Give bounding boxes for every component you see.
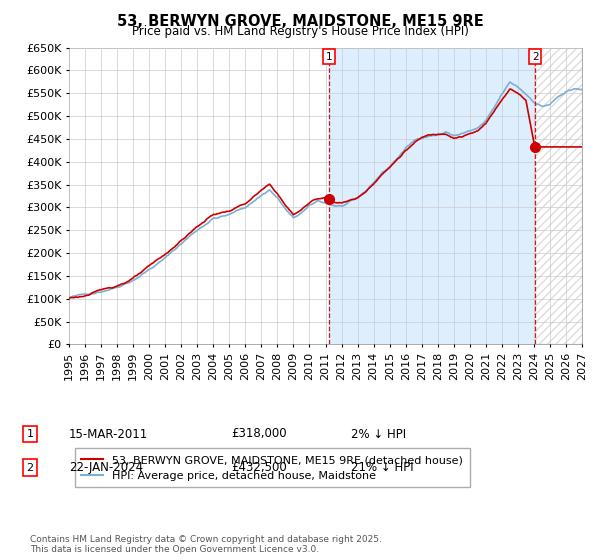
Text: Price paid vs. HM Land Registry's House Price Index (HPI): Price paid vs. HM Land Registry's House …	[131, 25, 469, 38]
Text: 2: 2	[26, 463, 34, 473]
Text: 2: 2	[532, 52, 539, 62]
Bar	[329, 48, 535, 344]
Legend: 53, BERWYN GROVE, MAIDSTONE, ME15 9RE (detached house), HPI: Average price, deta: 53, BERWYN GROVE, MAIDSTONE, ME15 9RE (d…	[74, 449, 470, 487]
Text: 22-JAN-2024: 22-JAN-2024	[69, 461, 143, 474]
Bar	[535, 48, 582, 344]
Bar	[535, 48, 582, 344]
Text: 21% ↓ HPI: 21% ↓ HPI	[351, 461, 413, 474]
Text: 15-MAR-2011: 15-MAR-2011	[69, 427, 148, 441]
Text: £432,500: £432,500	[231, 461, 287, 474]
Text: 2% ↓ HPI: 2% ↓ HPI	[351, 427, 406, 441]
Text: 1: 1	[26, 429, 34, 439]
Text: 1: 1	[325, 52, 332, 62]
Text: £318,000: £318,000	[231, 427, 287, 441]
Text: Contains HM Land Registry data © Crown copyright and database right 2025.
This d: Contains HM Land Registry data © Crown c…	[30, 535, 382, 554]
Text: 53, BERWYN GROVE, MAIDSTONE, ME15 9RE: 53, BERWYN GROVE, MAIDSTONE, ME15 9RE	[116, 14, 484, 29]
